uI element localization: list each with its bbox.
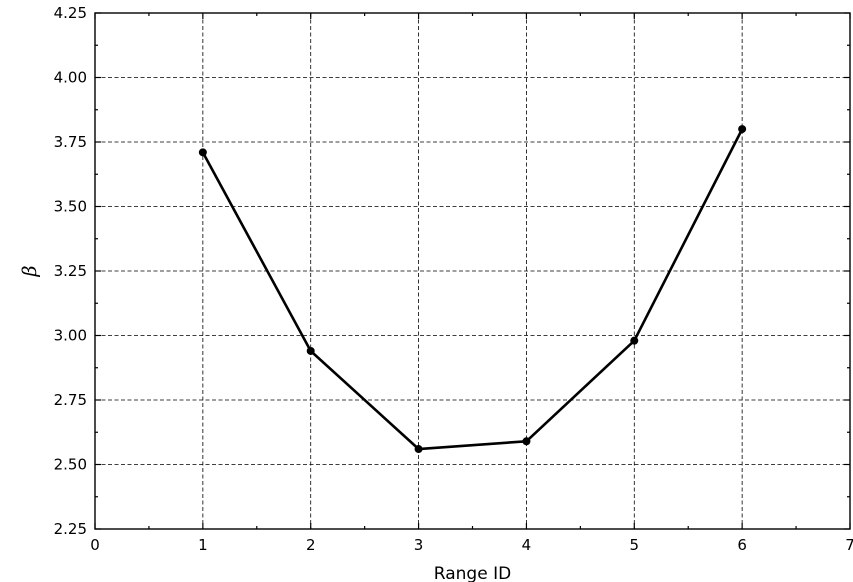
x-tick-label: 0 — [90, 536, 100, 554]
data-point — [414, 445, 423, 454]
data-point — [630, 336, 639, 345]
y-tick-label: 3.50 — [54, 198, 87, 216]
y-tick-label: 4.25 — [54, 4, 87, 22]
x-tick-label: 5 — [630, 536, 640, 554]
x-tick-label: 7 — [845, 536, 853, 554]
x-tick-label: 3 — [414, 536, 424, 554]
y-tick-label: 3.25 — [54, 262, 87, 280]
series-line — [201, 128, 744, 451]
data-point — [738, 125, 747, 134]
x-tick-label: 1 — [198, 536, 208, 554]
y-tick-label: 3.75 — [54, 133, 87, 151]
x-tick-label: 6 — [737, 536, 747, 554]
y-tick-label: 4.00 — [54, 69, 87, 87]
y-tick-label: 3.00 — [54, 327, 87, 345]
series — [198, 125, 747, 454]
y-tick-label: 2.50 — [54, 456, 87, 474]
x-tick-label: 4 — [522, 536, 532, 554]
tick-labels: 0 1 2 3 4 5 6 7 2.25 2.50 2.75 3.00 3.25 3.50 3.75 4.00… — [54, 4, 853, 554]
y-tick-label: 2.25 — [54, 520, 87, 538]
grid — [95, 13, 850, 529]
data-point — [306, 346, 315, 355]
x-axis-label: Range ID — [434, 564, 511, 582]
y-tick-label: 2.75 — [54, 391, 87, 409]
data-point — [198, 148, 207, 157]
plot-frame — [94, 12, 851, 530]
data-point — [522, 437, 531, 446]
x-tick-label: 2 — [306, 536, 316, 554]
y-axis-label: β — [19, 265, 41, 277]
